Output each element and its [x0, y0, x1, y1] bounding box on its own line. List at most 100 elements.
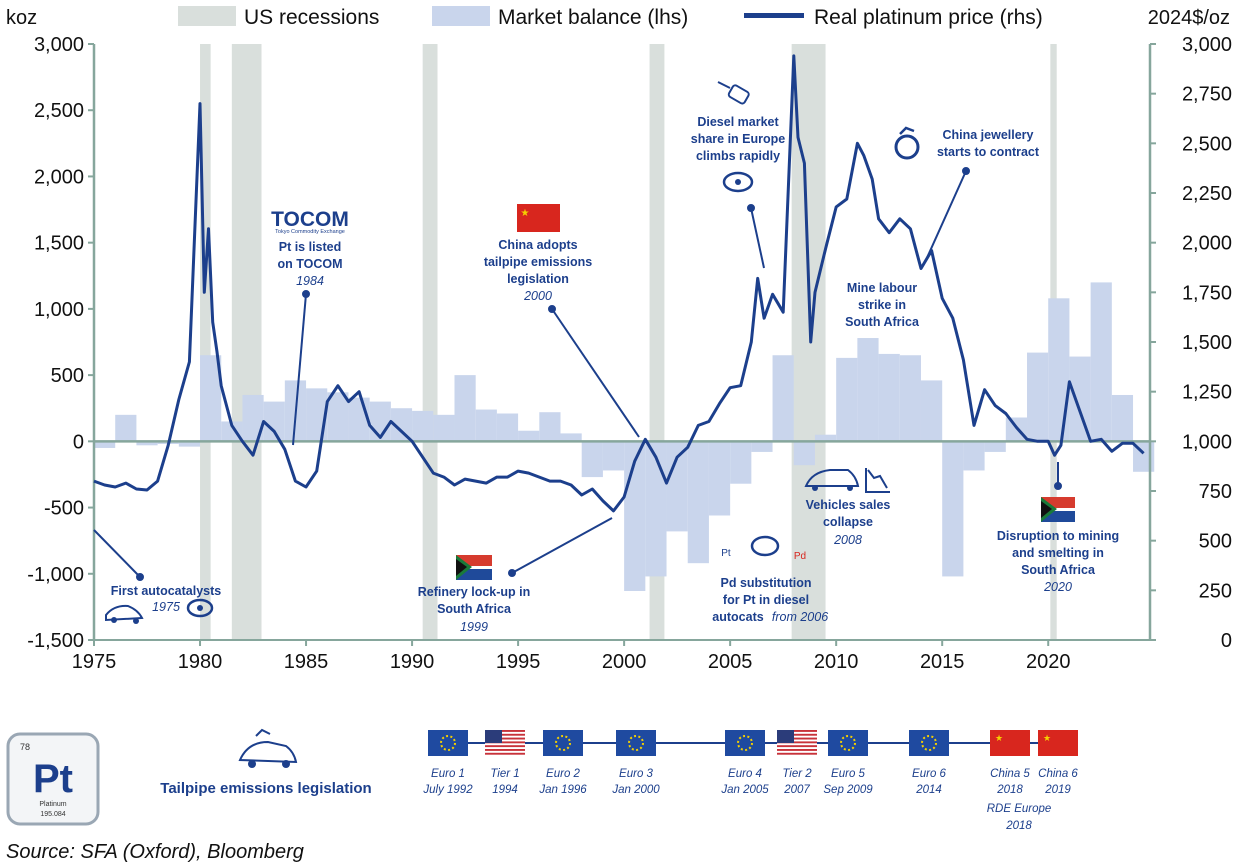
pt-pill-label: Pt [721, 548, 731, 559]
market-balance-bar [984, 441, 1006, 452]
right-tick-label: 1,750 [1182, 282, 1232, 304]
legend-label-price: Real platinum price (rhs) [814, 6, 1043, 29]
flag-eu-icon [909, 730, 949, 756]
right-tick-label: 2,750 [1182, 84, 1232, 106]
right-tick-label: 1,500 [1182, 332, 1232, 354]
leader-dot-disruption [1054, 482, 1062, 490]
ann-text: Mine labour [847, 281, 917, 295]
annotation-diesel: Diesel market share in Europe climbs rap… [691, 81, 785, 193]
flag-us-stripe [485, 741, 525, 744]
market-balance-bar [857, 338, 879, 442]
recession-band [791, 44, 826, 640]
left-tick-label: 1,500 [34, 233, 84, 255]
leader-tocom [292, 293, 307, 446]
timeline-date: 1994 [492, 784, 518, 796]
market-balance-bar [242, 394, 264, 442]
left-tick-label: 2,000 [34, 166, 84, 188]
left-tick-label: 500 [51, 365, 84, 387]
timeline-date: July 1992 [422, 784, 473, 796]
timeline-label: Euro 1 [431, 768, 465, 780]
annotation-vehicle-sales: Vehicles sales collapse 2008 [804, 468, 890, 547]
timeline-label: Euro 6 [912, 768, 946, 780]
ann-text: starts to contract [937, 145, 1040, 159]
ann-text: strike in [858, 298, 906, 312]
ann-text: autocats [712, 610, 763, 624]
timeline-extra-line2: 2018 [1005, 820, 1032, 832]
timeline-date: 2014 [915, 784, 942, 796]
right-tick-label: 500 [1199, 531, 1232, 553]
market-balance-bar [963, 441, 985, 471]
recession-band [231, 44, 262, 640]
market-balance-bar [1069, 356, 1091, 442]
market-balance-bar [581, 441, 603, 478]
x-tick-label: 2010 [814, 651, 859, 673]
car-icon [105, 604, 144, 624]
leader-first-autocatalysts [93, 529, 141, 578]
left-axis-unit: koz [6, 7, 37, 29]
timeline-label: Tier 2 [782, 768, 812, 780]
ann-text: and smelting in [1012, 546, 1104, 560]
x-tick-label: 2000 [602, 651, 647, 673]
timeline-label: Euro 2 [546, 768, 580, 780]
recession-band [200, 44, 211, 640]
axes: 3,000 2,500 2,000 1,500 1,000 500 0 -500 -1,000 -… [27, 34, 1232, 673]
right-tick-label: 2,500 [1182, 133, 1232, 155]
timeline-date: Sep 2009 [823, 784, 873, 796]
ann-sub: 2000 [523, 289, 552, 303]
ann-sub: 1999 [460, 620, 488, 634]
flag-eu-icon [725, 730, 765, 756]
flag-china-icon [1038, 730, 1078, 756]
legend-label-balance: Market balance (lhs) [498, 6, 688, 29]
left-tick-label: -500 [44, 498, 84, 520]
market-balance-bar [942, 441, 964, 577]
market-balance-bar [221, 421, 243, 442]
leader-jewellery [925, 170, 967, 261]
annotation-leaders [93, 167, 1062, 581]
right-tick-label: 1,250 [1182, 382, 1232, 404]
x-tick-label: 2020 [1026, 651, 1071, 673]
ann-sub: 1984 [296, 274, 324, 288]
recession-band [422, 44, 438, 640]
ann-text: Refinery lock-up in [418, 585, 531, 599]
ann-text: South Africa [437, 602, 512, 616]
flag-us-stripe [485, 730, 525, 732]
timeline-label: Euro 4 [728, 768, 762, 780]
flag-us-stripe [777, 737, 817, 740]
market-balance-bar [94, 441, 116, 448]
leader-china-2000 [551, 308, 640, 438]
timeline-item: Tier 1 1994 [485, 730, 525, 796]
flag-south-africa-icon [456, 555, 492, 580]
ann-text: China jewellery [942, 128, 1033, 142]
market-balance-bar [602, 441, 625, 471]
ann-text: legislation [507, 272, 569, 286]
tocom-logo-text: TOCOM [271, 208, 349, 231]
timeline-label: Euro 3 [619, 768, 653, 780]
ann-text: Disruption to mining [997, 529, 1119, 543]
market-balance-bar [390, 408, 413, 442]
market-balance-bar [899, 355, 921, 442]
tile-symbol: Pt [33, 757, 73, 801]
annotation-refinery: Refinery lock-up in South Africa 1999 [418, 555, 531, 634]
flag-eu-stars [440, 735, 456, 751]
ann-text: Diesel market [697, 115, 779, 129]
leader-dot-refinery [508, 569, 516, 577]
timeline-date: Jan 1996 [538, 784, 587, 796]
market-balance-bar [772, 355, 794, 442]
flag-us-stripe [777, 730, 817, 732]
down-trend-icon [865, 468, 890, 493]
market-balance-bar [920, 380, 943, 442]
market-balance-bar [708, 441, 731, 516]
flag-china-star: ★ [995, 734, 1003, 744]
leader-dot-tocom [302, 290, 310, 298]
market-balance-bar [1048, 298, 1070, 442]
right-tick-label: 2,250 [1182, 183, 1232, 205]
ann-text: collapse [823, 515, 873, 529]
engine-icon [722, 171, 754, 193]
timeline-item: ★ China 5 2018 [990, 730, 1030, 796]
left-tick-label: 2,500 [34, 100, 84, 122]
market-balance-bar [454, 375, 476, 442]
x-tick-label: 1990 [390, 651, 435, 673]
legend: US recessions Market balance (lhs) Real … [178, 6, 1043, 29]
market-balance-bar [793, 441, 815, 466]
